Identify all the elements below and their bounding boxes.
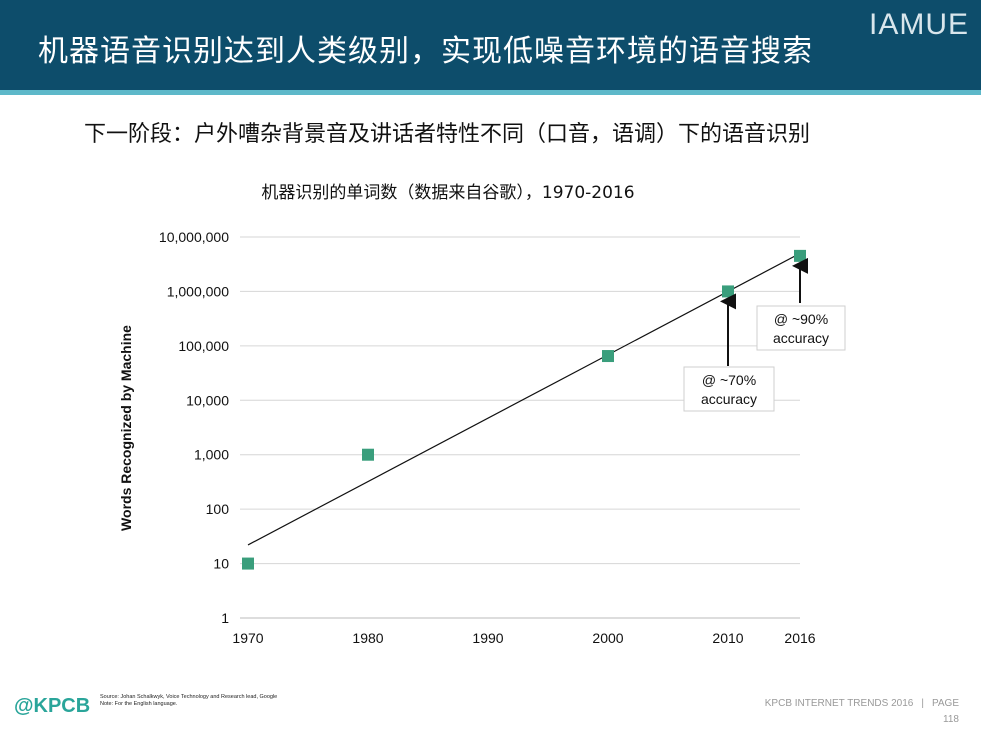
trendline-group [247,252,801,546]
y-tick-label: 1 [221,610,229,626]
annotation-label: @ ~90% [774,311,828,327]
annotation-box [756,305,846,351]
x-tick-label: 2010 [712,630,743,646]
y-axis-label: Words Recognized by Machine [118,325,134,531]
page-subtitle: 下一阶段：户外嘈杂背景音及讲话者特性不同（口音，语调）下的语音识别 [84,122,811,147]
x-tick-label: 2016 [784,630,815,646]
y-tick-label: 1,000 [194,447,229,463]
page-label: PAGE [931,698,959,709]
data-point [794,249,806,262]
trendline [247,252,801,546]
footer-page-info: KPCB INTERNET TRENDS 2016 | PAGE 118 [765,696,959,728]
y-tick-label: 100 [206,501,230,517]
data-point [722,285,734,298]
source-note: Source: Johan Schalkwyk, Voice Technolog… [100,694,360,708]
x-tick-labels: 1970 1980 1990 2000 2010 2016 [232,630,815,646]
y-tick-label: 10,000,000 [159,229,229,245]
annotation-label: accuracy [701,391,757,407]
source-line: Source: Johan Schalkwyk, Voice Technolog… [100,694,278,700]
brand-watermark: IAMUE [868,8,969,41]
header-bar [0,0,981,90]
x-tick-label: 1980 [352,630,383,646]
data-point [602,350,614,363]
trends-label: KPCB INTERNET TRENDS 2016 [764,698,914,709]
y-tick-label: 1,000,000 [167,283,229,299]
annotation-label: accuracy [773,330,829,346]
x-tick-label: 1970 [232,630,263,646]
y-tick-label: 100,000 [178,338,229,354]
annotation-box [683,366,775,412]
annotations: @ ~70% accuracy @ ~90% accuracy [683,257,846,412]
data-point [362,448,374,461]
y-tick-labels: 1 10 100 1,000 10,000 100,000 1,000,000 10,000,… [159,229,229,626]
chart-title: 机器识别的单词数（数据来自谷歌），1970-2016 [261,183,634,203]
x-tick-label: 2000 [592,630,623,646]
data-point [242,557,254,570]
x-tick-label: 1990 [472,630,503,646]
page-number: 118 [943,714,959,725]
annotation-label: @ ~70% [702,372,756,388]
y-tick-label: 10 [213,556,229,572]
y-tick-label: 10,000 [186,392,229,408]
page-title: 机器语音识别达到人类级别，实现低噪音环境的语音搜索 [38,34,813,69]
note-line: Note: For the English language. [100,701,178,707]
header-accent-line [0,90,981,95]
footer-separator: | [921,698,924,709]
chart-gridlines [240,236,800,619]
kpcb-logo: @KPCB [14,695,91,717]
